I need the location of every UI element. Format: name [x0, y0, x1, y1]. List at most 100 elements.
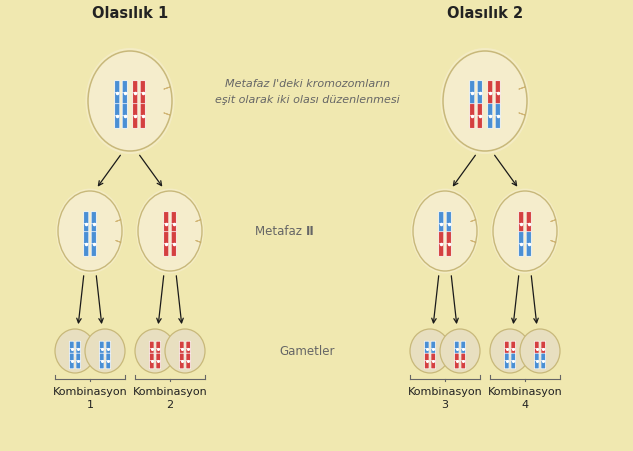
FancyBboxPatch shape — [106, 354, 111, 362]
FancyBboxPatch shape — [518, 244, 523, 257]
FancyBboxPatch shape — [99, 341, 104, 350]
FancyBboxPatch shape — [149, 361, 154, 369]
FancyBboxPatch shape — [446, 244, 451, 257]
FancyBboxPatch shape — [470, 82, 475, 94]
FancyBboxPatch shape — [439, 224, 444, 237]
FancyBboxPatch shape — [70, 354, 74, 362]
Text: 4: 4 — [522, 399, 529, 409]
FancyBboxPatch shape — [439, 232, 444, 245]
FancyBboxPatch shape — [140, 93, 146, 106]
FancyBboxPatch shape — [534, 341, 539, 350]
FancyBboxPatch shape — [505, 349, 509, 357]
Ellipse shape — [85, 329, 125, 373]
Text: 1: 1 — [87, 399, 94, 409]
Ellipse shape — [138, 192, 202, 272]
FancyBboxPatch shape — [149, 354, 154, 362]
FancyBboxPatch shape — [487, 116, 493, 129]
FancyBboxPatch shape — [511, 349, 515, 357]
FancyBboxPatch shape — [461, 349, 465, 357]
FancyBboxPatch shape — [470, 116, 475, 129]
FancyBboxPatch shape — [106, 361, 111, 369]
FancyBboxPatch shape — [70, 341, 74, 350]
FancyBboxPatch shape — [425, 354, 429, 362]
FancyBboxPatch shape — [505, 341, 509, 350]
FancyBboxPatch shape — [439, 244, 444, 257]
FancyBboxPatch shape — [477, 105, 482, 117]
FancyBboxPatch shape — [505, 354, 509, 362]
Ellipse shape — [493, 192, 557, 272]
Text: Kombinasyon: Kombinasyon — [133, 386, 208, 396]
FancyBboxPatch shape — [171, 232, 177, 245]
FancyBboxPatch shape — [446, 224, 451, 237]
FancyBboxPatch shape — [454, 361, 459, 369]
FancyBboxPatch shape — [487, 105, 493, 117]
FancyBboxPatch shape — [91, 212, 96, 225]
FancyBboxPatch shape — [461, 354, 465, 362]
FancyBboxPatch shape — [487, 93, 493, 106]
FancyBboxPatch shape — [140, 116, 146, 129]
FancyBboxPatch shape — [518, 212, 523, 225]
FancyBboxPatch shape — [518, 224, 523, 237]
FancyBboxPatch shape — [156, 349, 161, 357]
FancyBboxPatch shape — [425, 361, 429, 369]
Ellipse shape — [413, 192, 477, 272]
Ellipse shape — [440, 329, 480, 373]
FancyBboxPatch shape — [431, 361, 436, 369]
FancyBboxPatch shape — [70, 349, 74, 357]
FancyBboxPatch shape — [149, 349, 154, 357]
Ellipse shape — [490, 329, 530, 373]
FancyBboxPatch shape — [164, 232, 169, 245]
FancyBboxPatch shape — [99, 361, 104, 369]
FancyBboxPatch shape — [446, 212, 451, 225]
FancyBboxPatch shape — [541, 341, 546, 350]
Ellipse shape — [56, 189, 124, 274]
Text: Gametler: Gametler — [280, 345, 335, 358]
FancyBboxPatch shape — [99, 354, 104, 362]
FancyBboxPatch shape — [461, 341, 465, 350]
FancyBboxPatch shape — [431, 341, 436, 350]
FancyBboxPatch shape — [186, 354, 191, 362]
Text: eşit olarak iki olası düzenlenmesi: eşit olarak iki olası düzenlenmesi — [215, 95, 400, 105]
FancyBboxPatch shape — [122, 105, 127, 117]
FancyBboxPatch shape — [461, 361, 465, 369]
Text: Metafaz: Metafaz — [254, 225, 306, 238]
FancyBboxPatch shape — [76, 349, 80, 357]
FancyBboxPatch shape — [91, 224, 96, 237]
FancyBboxPatch shape — [106, 349, 111, 357]
Text: Olasılık 1: Olasılık 1 — [92, 6, 168, 22]
FancyBboxPatch shape — [470, 93, 475, 106]
Ellipse shape — [58, 192, 122, 272]
FancyBboxPatch shape — [84, 212, 89, 225]
Ellipse shape — [165, 329, 205, 373]
FancyBboxPatch shape — [149, 341, 154, 350]
FancyBboxPatch shape — [140, 82, 146, 94]
FancyBboxPatch shape — [454, 341, 459, 350]
Text: 2: 2 — [166, 399, 173, 409]
FancyBboxPatch shape — [477, 116, 482, 129]
FancyBboxPatch shape — [84, 244, 89, 257]
FancyBboxPatch shape — [431, 354, 436, 362]
Ellipse shape — [55, 329, 95, 373]
FancyBboxPatch shape — [99, 349, 104, 357]
FancyBboxPatch shape — [179, 349, 184, 357]
FancyBboxPatch shape — [541, 354, 546, 362]
FancyBboxPatch shape — [76, 341, 80, 350]
FancyBboxPatch shape — [526, 244, 531, 257]
Ellipse shape — [411, 189, 479, 274]
FancyBboxPatch shape — [133, 116, 138, 129]
FancyBboxPatch shape — [171, 212, 177, 225]
FancyBboxPatch shape — [495, 116, 500, 129]
FancyBboxPatch shape — [487, 82, 493, 94]
Text: Metafaz I'deki kromozomların: Metafaz I'deki kromozomların — [225, 79, 390, 89]
FancyBboxPatch shape — [511, 341, 515, 350]
FancyBboxPatch shape — [122, 82, 127, 94]
FancyBboxPatch shape — [526, 224, 531, 237]
FancyBboxPatch shape — [106, 341, 111, 350]
FancyBboxPatch shape — [477, 93, 482, 106]
FancyBboxPatch shape — [115, 93, 120, 106]
FancyBboxPatch shape — [70, 361, 74, 369]
Text: Kombinasyon: Kombinasyon — [408, 386, 482, 396]
Ellipse shape — [491, 189, 559, 274]
FancyBboxPatch shape — [156, 341, 161, 350]
FancyBboxPatch shape — [454, 354, 459, 362]
